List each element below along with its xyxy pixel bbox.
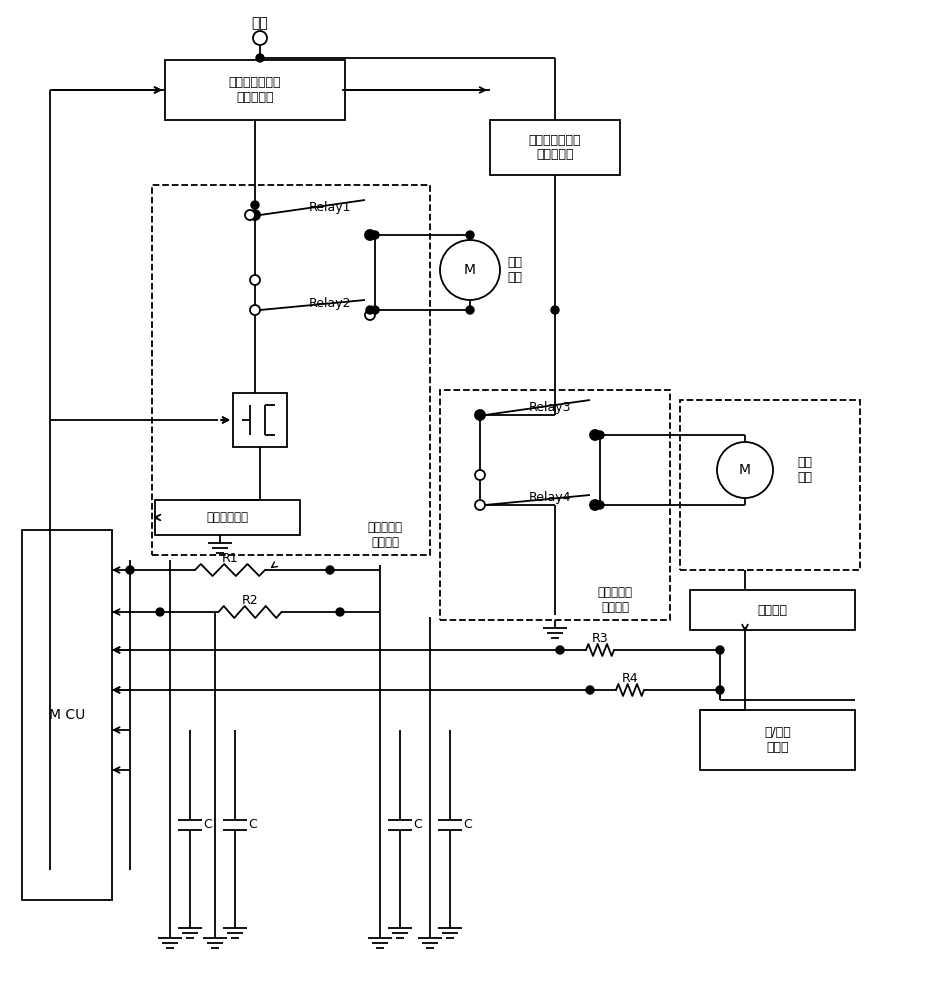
Circle shape	[716, 646, 724, 654]
Circle shape	[366, 306, 374, 314]
FancyBboxPatch shape	[490, 120, 620, 175]
Text: M: M	[739, 463, 751, 477]
Circle shape	[476, 411, 484, 419]
Circle shape	[366, 231, 374, 239]
Text: Relay4: Relay4	[529, 491, 571, 504]
Text: Relay1: Relay1	[309, 200, 352, 214]
Circle shape	[475, 410, 485, 420]
FancyBboxPatch shape	[690, 590, 855, 630]
Text: 高/低电
平检测: 高/低电 平检测	[764, 726, 790, 754]
Circle shape	[475, 500, 485, 510]
Text: 第二电源极性反
接保护开关: 第二电源极性反 接保护开关	[529, 133, 581, 161]
Circle shape	[371, 306, 379, 314]
Text: 门锁
电机: 门锁 电机	[798, 456, 813, 484]
Text: C: C	[464, 818, 472, 832]
Text: R4: R4	[621, 672, 638, 684]
Circle shape	[591, 431, 599, 439]
Circle shape	[336, 608, 344, 616]
Circle shape	[586, 686, 594, 694]
Circle shape	[440, 240, 500, 300]
FancyBboxPatch shape	[700, 710, 855, 770]
Text: 第一电源极性反
接保护开关: 第一电源极性反 接保护开关	[229, 76, 281, 104]
Text: 门锁开关: 门锁开关	[758, 603, 788, 616]
Text: M: M	[464, 263, 476, 277]
Circle shape	[596, 431, 604, 439]
Circle shape	[590, 430, 600, 440]
Text: 背门电机的
控制回路: 背门电机的 控制回路	[367, 521, 403, 549]
Circle shape	[250, 210, 260, 220]
Text: R3: R3	[591, 632, 608, 645]
Text: R1: R1	[221, 552, 238, 564]
Circle shape	[716, 686, 724, 694]
Circle shape	[245, 210, 255, 220]
Text: C: C	[414, 818, 422, 832]
Circle shape	[365, 310, 375, 320]
Text: 门锁电机的
控制回路: 门锁电机的 控制回路	[597, 586, 632, 614]
Text: R2: R2	[242, 593, 259, 606]
Text: C: C	[248, 818, 258, 832]
Circle shape	[126, 566, 134, 574]
Circle shape	[250, 305, 260, 315]
Text: Relay3: Relay3	[529, 400, 571, 414]
Text: 电源: 电源	[252, 16, 269, 30]
Text: M CU: M CU	[49, 708, 86, 722]
Circle shape	[475, 470, 485, 480]
Circle shape	[466, 306, 474, 314]
Circle shape	[156, 608, 164, 616]
Circle shape	[591, 501, 599, 509]
Circle shape	[256, 54, 264, 62]
Circle shape	[590, 500, 600, 510]
Text: 电流检测电路: 电流检测电路	[206, 511, 248, 524]
Circle shape	[326, 566, 334, 574]
Circle shape	[717, 442, 773, 498]
Circle shape	[371, 231, 379, 239]
FancyBboxPatch shape	[22, 530, 112, 900]
Text: C: C	[204, 818, 212, 832]
FancyBboxPatch shape	[155, 500, 300, 535]
FancyBboxPatch shape	[165, 60, 345, 120]
Circle shape	[556, 646, 564, 654]
Text: 背门
电机: 背门 电机	[508, 256, 523, 284]
Circle shape	[596, 501, 604, 509]
Circle shape	[251, 211, 259, 219]
Circle shape	[250, 275, 260, 285]
Circle shape	[253, 31, 267, 45]
Circle shape	[251, 201, 259, 209]
Circle shape	[365, 230, 375, 240]
Text: Relay2: Relay2	[309, 296, 352, 310]
Circle shape	[466, 231, 474, 239]
FancyBboxPatch shape	[233, 393, 287, 447]
Circle shape	[551, 306, 559, 314]
